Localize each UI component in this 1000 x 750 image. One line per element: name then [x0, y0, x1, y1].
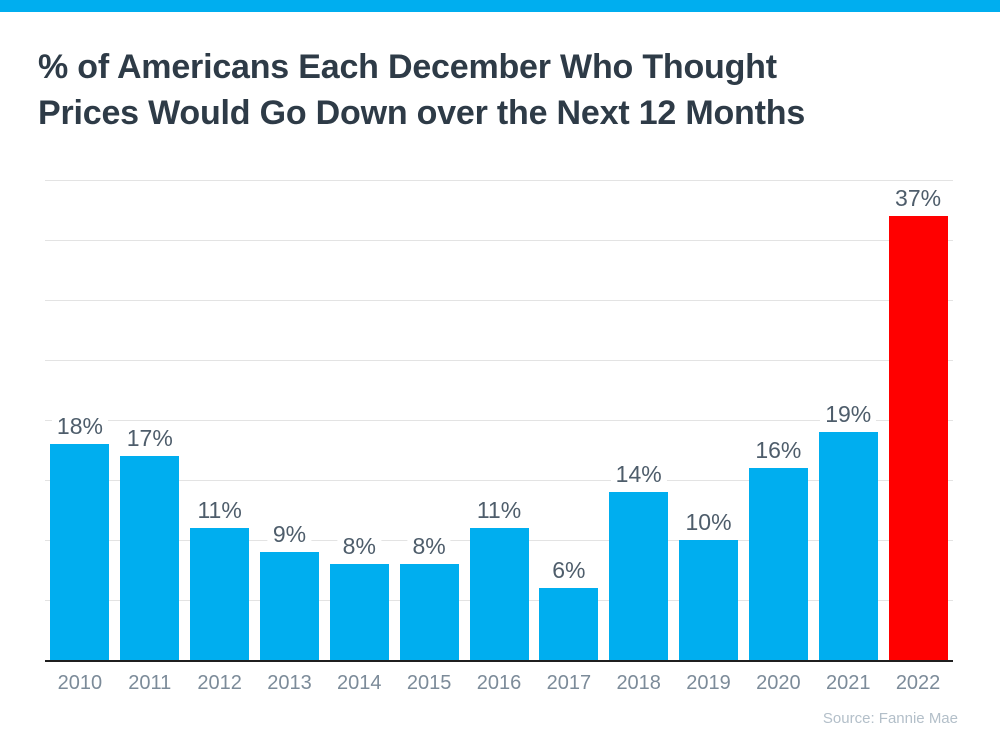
bar-value-label: 8% — [407, 532, 451, 560]
bar-2013 — [259, 552, 319, 660]
bar-2018 — [609, 492, 669, 660]
bar-value-label: 11% — [192, 496, 247, 524]
x-tick-label: 2013 — [267, 672, 312, 694]
x-tick-label: 2011 — [128, 672, 172, 694]
bar-2020 — [748, 468, 808, 660]
gridline — [45, 300, 953, 301]
x-tick-label: 2016 — [476, 672, 522, 694]
bar-value-label: 9% — [267, 520, 312, 548]
x-tick-label: 2012 — [197, 672, 242, 694]
bar-2017 — [539, 588, 599, 660]
gridline — [45, 420, 953, 421]
x-tick-label: 2015 — [406, 672, 452, 694]
bar-value-label: 37% — [890, 184, 947, 212]
x-tick-label: 2019 — [686, 672, 731, 694]
bar-2022 — [888, 216, 948, 660]
bar-2010 — [50, 444, 110, 660]
bar-2019 — [679, 540, 739, 660]
chart-title-line2: Prices Would Go Down over the Next 12 Mo… — [38, 94, 806, 132]
gridline — [45, 180, 953, 181]
bar-2014 — [329, 564, 389, 660]
bar-2012 — [190, 528, 250, 660]
bar-value-label: 16% — [750, 436, 807, 464]
chart-title: % of Americans Each December Who Thought… — [38, 44, 968, 136]
bar-value-label: 19% — [820, 400, 877, 428]
gridline — [45, 360, 953, 361]
bar-value-label: 8% — [337, 532, 381, 560]
bar-value-label: 6% — [547, 556, 591, 584]
bar-value-label: 18% — [51, 412, 108, 440]
gridline — [45, 240, 953, 241]
x-tick-label: 2022 — [895, 672, 941, 694]
x-tick-label: 2020 — [756, 672, 801, 694]
top-accent-bar — [0, 0, 1000, 12]
chart-title-line1: % of Americans Each December Who Thought — [38, 48, 777, 86]
bar-value-label: 10% — [680, 508, 737, 536]
x-tick-label: 2014 — [337, 672, 382, 694]
bar-value-label: 14% — [610, 460, 667, 488]
x-tick-label: 2018 — [616, 672, 661, 694]
x-tick-label: 2017 — [546, 672, 592, 694]
bar-2011 — [120, 456, 180, 660]
x-axis-line — [45, 660, 953, 662]
bar-value-label: 11% — [471, 496, 527, 524]
x-tick-label: 2010 — [57, 672, 103, 694]
plot-area: 18% 17% 11% 9% 8% 8% 11% 6% 14% 10% 16% 19% 37% — [45, 180, 953, 662]
bar-2016 — [469, 528, 529, 660]
bar-value-label: 17% — [121, 424, 178, 452]
bar-2021 — [818, 432, 878, 660]
x-axis-labels: 2010 2011 2012 2013 2014 2015 2016 2017 2018 2019… — [45, 672, 953, 698]
bar-2015 — [399, 564, 459, 660]
gridline — [45, 480, 953, 481]
x-tick-label: 2021 — [825, 672, 871, 694]
source-note: Source: Fannie Mae — [822, 710, 958, 727]
